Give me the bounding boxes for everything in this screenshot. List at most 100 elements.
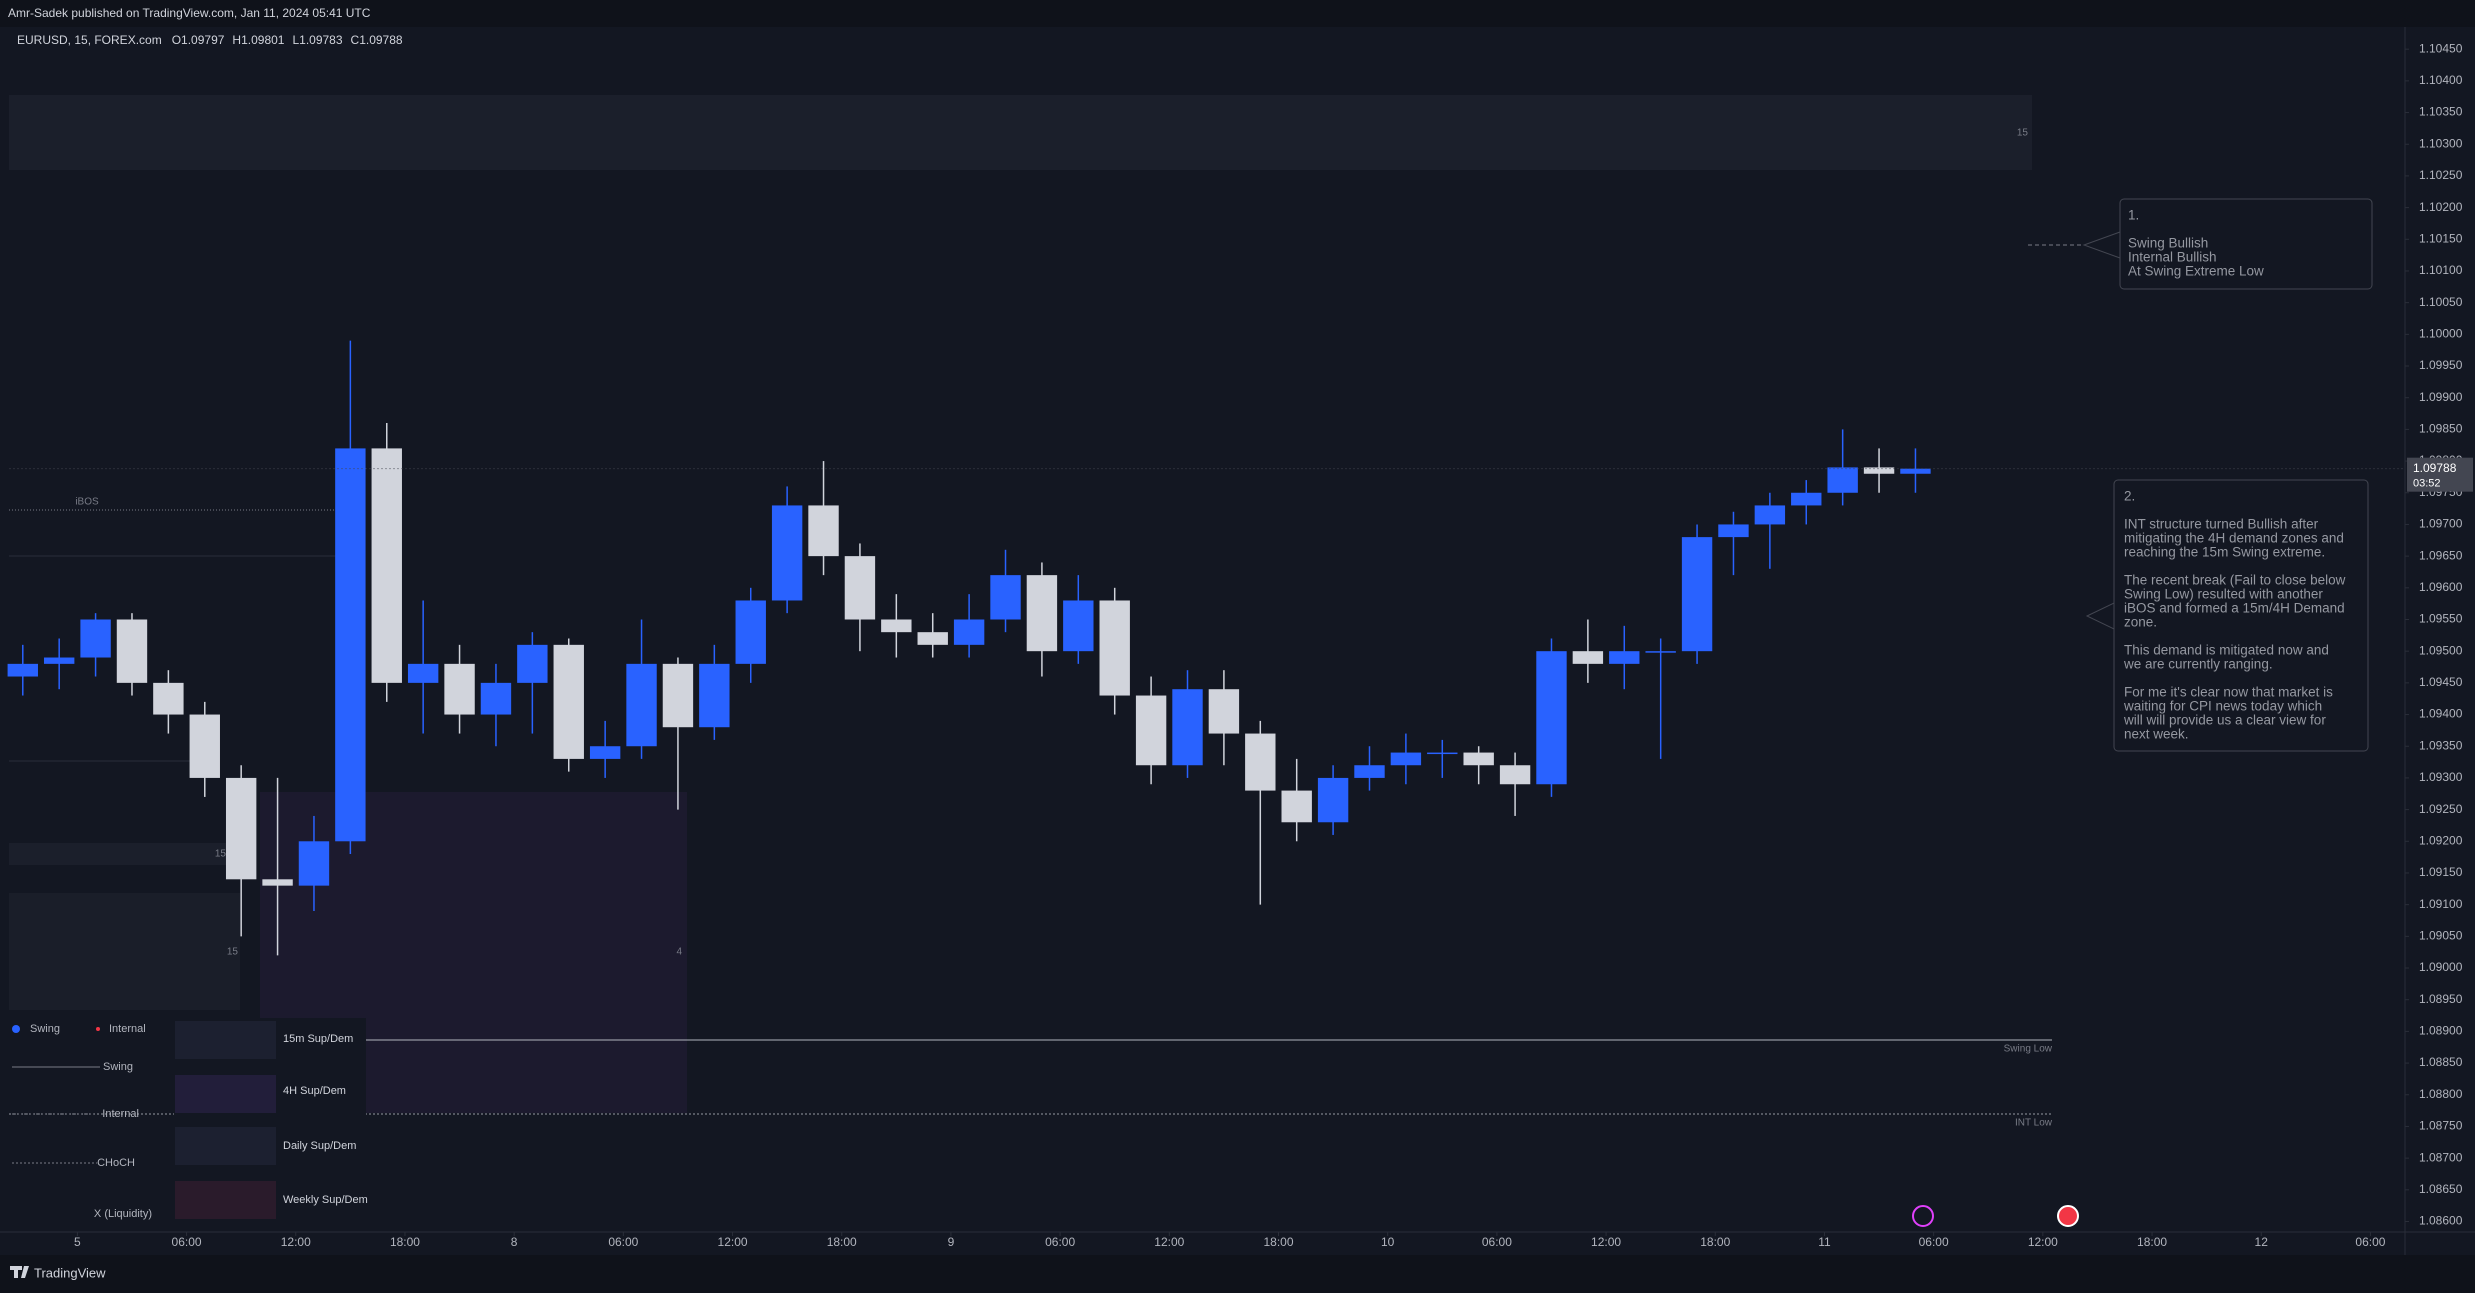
candle-body [662,663,694,728]
brand-logo [10,1266,29,1278]
y-tick-label: 1.08850 [2419,1055,2463,1069]
legend-dot [12,1025,20,1033]
ohlc-label: L1.09783 [292,33,342,47]
legend-line-label: X (Liquidity) [94,1208,152,1220]
candle-body [1645,651,1676,653]
legend-internal: Internal [109,1023,146,1035]
candle-body [990,575,1021,620]
candle-body [1572,651,1604,664]
candle-body [626,663,657,747]
candle-body [1063,600,1094,652]
annotation-text: Swing Bullish [2128,236,2208,251]
x-tick-label: 9 [948,1235,955,1249]
annotation-text: For me it's clear now that market is [2124,685,2333,700]
x-tick-label: 06:00 [172,1235,202,1249]
candle-body [953,619,985,645]
x-tick-label: 18:00 [390,1235,420,1249]
x-tick-label: 8 [511,1235,518,1249]
candle-body [1390,752,1422,766]
legend-swing: Swing [30,1023,60,1035]
x-tick-label: 11 [1818,1235,1831,1249]
int-low-label: INT Low [2015,1118,2053,1129]
y-tick-label: 1.09900 [2419,390,2463,404]
candle-body [1317,777,1349,823]
candle-body [1354,765,1385,778]
candle-body [43,657,75,664]
candle-body [699,663,730,728]
last-price-box [2407,457,2473,492]
candle-body [1900,468,1931,474]
y-tick-label: 1.09450 [2419,675,2463,689]
annotation-text: At Swing Extreme Low [2128,264,2264,279]
candle-body [589,746,621,759]
y-tick-label: 1.09050 [2419,929,2463,943]
candle-body [1135,695,1167,766]
zone-label: 4 [676,947,682,958]
x-tick-label: 5 [74,1235,81,1249]
candle-body [917,632,948,645]
y-tick-label: 1.08800 [2419,1087,2463,1101]
annotation-box [2119,198,2373,290]
x-tick-label: 12:00 [718,1235,748,1249]
y-tick-label: 1.09500 [2419,643,2463,657]
candle-body [153,682,184,715]
y-tick-label: 1.09650 [2419,548,2463,562]
candle-body [808,505,839,557]
last-price-label: 1.09788 [2413,461,2457,475]
ohlc-label: H1.09801 [232,33,284,47]
swing-low-label: Swing Low [2004,1044,2053,1055]
y-tick-label: 1.09400 [2419,707,2463,721]
candle-body [735,600,766,664]
annotation-text: zone. [2124,615,2157,630]
y-tick-label: 1.10100 [2419,263,2463,277]
candle-body [1863,467,1895,474]
y-tick-label: 1.08650 [2419,1182,2463,1196]
zone-label: 15 [2017,128,2029,139]
candle-body [1099,600,1130,696]
candle-body [517,644,548,683]
candle-body [1281,790,1312,823]
annotation-text: will will provide us a clear view for [2123,713,2326,728]
event-icon[interactable] [2057,1205,2079,1227]
x-tick-label: 18:00 [827,1235,857,1249]
x-tick-label: 12:00 [1154,1235,1184,1249]
y-tick-label: 1.10000 [2419,327,2463,341]
y-tick-label: 1.09200 [2419,833,2463,847]
legend-swatch [175,1075,276,1113]
annotation-box [2113,479,2369,752]
annotation-text: we are currently ranging. [2123,657,2273,672]
legend-line-label: Swing [103,1061,133,1073]
x-tick-label: 06:00 [608,1235,638,1249]
y-tick-label: 1.09850 [2419,422,2463,436]
x-tick-label: 06:00 [1482,1235,1512,1249]
y-tick-label: 1.09300 [2419,770,2463,784]
ibos-label: iBOS [75,497,99,508]
zone-label: 15 [215,849,227,860]
candle-body [407,663,439,683]
legend-dot [96,1027,100,1031]
y-tick-label: 1.10050 [2419,295,2463,309]
candle-body [1172,689,1203,766]
legend-line-label: Internal [102,1108,139,1120]
brand-name: TradingView [34,1265,106,1280]
y-tick-label: 1.08900 [2419,1024,2463,1038]
event-icon[interactable] [1912,1205,1934,1227]
legend-zone-label: Weekly Sup/Dem [283,1194,368,1206]
y-tick-label: 1.10200 [2419,200,2463,214]
candle-body [1536,651,1567,785]
y-tick-label: 1.09700 [2419,517,2463,531]
legend-zone-label: 15m Sup/Dem [283,1033,353,1045]
annotation-text: reaching the 15m Swing extreme. [2124,545,2325,560]
y-tick-label: 1.10300 [2419,136,2463,150]
candle-body [189,714,220,778]
candle-body [262,879,293,886]
legend-swatch [175,1021,276,1059]
x-tick-label: 10 [1381,1235,1395,1249]
y-tick-label: 1.09550 [2419,612,2463,626]
demand-zone [9,843,229,865]
y-tick-label: 1.09950 [2419,358,2463,372]
legend-swatch [175,1181,276,1219]
x-tick-label: 06:00 [1919,1235,1949,1249]
candle-body [844,556,876,620]
